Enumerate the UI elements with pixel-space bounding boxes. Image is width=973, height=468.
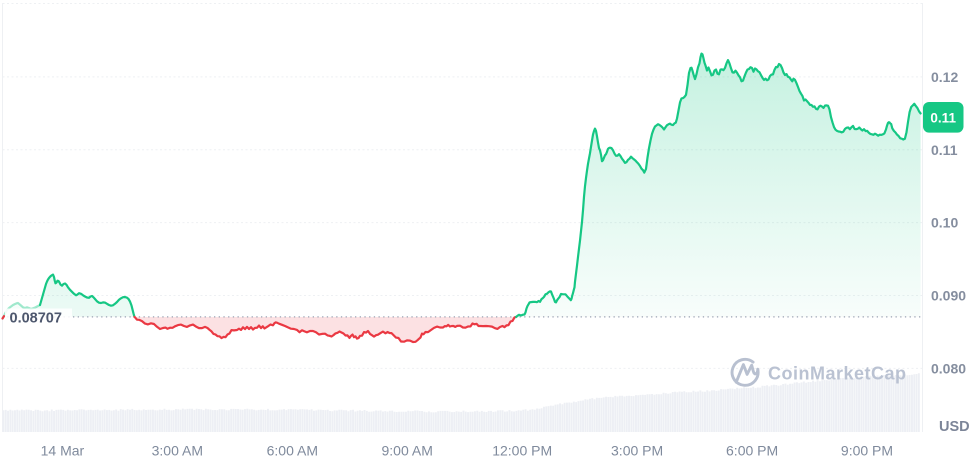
svg-text:0.11: 0.11: [930, 110, 956, 125]
svg-text:0.08707: 0.08707: [10, 311, 62, 327]
svg-text:0.090: 0.090: [931, 288, 966, 304]
svg-text:9:00 AM: 9:00 AM: [382, 443, 433, 459]
svg-text:14 Mar: 14 Mar: [41, 443, 85, 459]
svg-text:0.11: 0.11: [931, 142, 958, 158]
svg-text:USD: USD: [939, 419, 970, 435]
svg-text:9:00 PM: 9:00 PM: [841, 443, 893, 459]
svg-text:12:00 PM: 12:00 PM: [492, 443, 552, 459]
svg-text:3:00 PM: 3:00 PM: [611, 443, 663, 459]
svg-text:0.10: 0.10: [931, 215, 958, 231]
svg-text:6:00 PM: 6:00 PM: [726, 443, 778, 459]
svg-text:0.080: 0.080: [931, 360, 966, 376]
svg-text:0.12: 0.12: [931, 69, 958, 85]
svg-text:6:00 AM: 6:00 AM: [267, 443, 318, 459]
svg-text:3:00 AM: 3:00 AM: [152, 443, 203, 459]
svg-text:CoinMarketCap: CoinMarketCap: [768, 364, 907, 384]
